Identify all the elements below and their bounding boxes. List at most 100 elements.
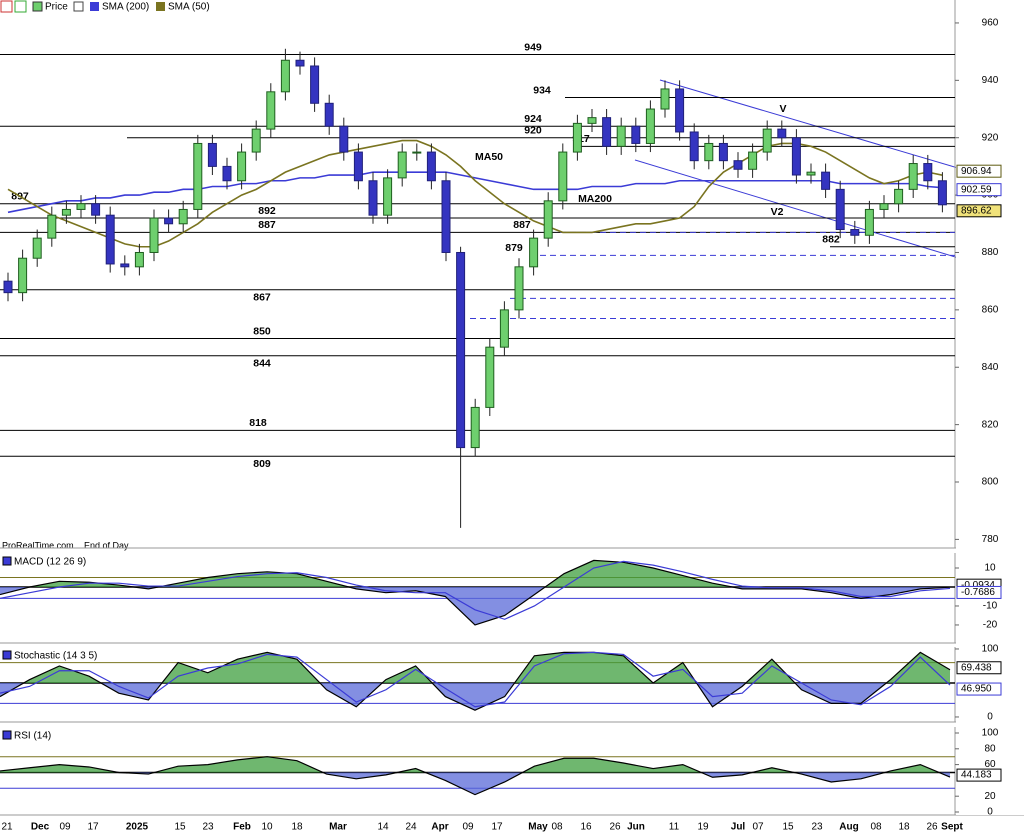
candle-body (397, 151, 407, 179)
candle-body (485, 346, 495, 408)
candle-body (864, 208, 874, 236)
candle-body (383, 177, 393, 216)
x-tick-label: 18 (898, 822, 910, 833)
annotation: V2 (771, 206, 784, 218)
tool-icon[interactable] (0, 0, 13, 13)
panel-title: MACD (12 26 9) (14, 557, 86, 568)
candle-body (178, 208, 188, 225)
candle-body (806, 171, 816, 176)
x-tick-label: 18 (291, 822, 303, 833)
end-label-box (956, 164, 1002, 178)
candle-body (835, 188, 845, 231)
y-tick-label: 920 (982, 132, 999, 143)
candle-body (470, 406, 480, 449)
candle-body (353, 151, 363, 182)
y-tick-label: 10 (984, 563, 996, 574)
x-tick-label: Mar (329, 822, 347, 833)
x-tick-label: Aug (839, 822, 858, 833)
y-tick-label: 0 (987, 712, 993, 723)
level-label: 887 (513, 219, 531, 231)
candle-body (821, 171, 831, 190)
candle-body (324, 102, 334, 127)
candle-body (894, 188, 904, 205)
channel-line (659, 79, 986, 177)
x-tick-label: 09 (462, 822, 474, 833)
candle-body (456, 251, 466, 449)
legend-label[interactable]: SMA (50) (168, 2, 210, 13)
candle-body (762, 128, 772, 153)
end-label: 896.62 (961, 205, 992, 216)
candle-body (105, 214, 115, 265)
axis-background (956, 0, 1024, 815)
end-label: -0.7686 (961, 587, 995, 598)
indicator-line (0, 559, 951, 626)
source-note: End of Day (84, 540, 129, 550)
candle-body (748, 151, 758, 170)
candle-body (660, 88, 670, 110)
y-tick-label: 60 (984, 759, 996, 770)
title-icon (2, 650, 12, 660)
candle-body (339, 125, 349, 153)
candle-body (412, 151, 422, 154)
level-label: 887 (258, 219, 276, 231)
end-label-box (956, 682, 1002, 696)
candle-body (441, 180, 451, 253)
candle-body (704, 142, 714, 162)
level-label: 892 (258, 205, 276, 217)
candle-body (149, 217, 159, 253)
level-label: 949 (524, 41, 542, 53)
x-tick-label: 14 (377, 822, 389, 833)
level-label: 882 (822, 234, 840, 246)
x-tick-label: 23 (811, 822, 823, 833)
level-label: 850 (253, 325, 271, 337)
legend-label[interactable]: Price (45, 2, 68, 13)
x-tick-label: 16 (580, 822, 592, 833)
x-tick-label: 08 (551, 822, 563, 833)
indicator-line (0, 651, 951, 711)
y-tick-label: 0 (987, 807, 993, 818)
legend-label[interactable]: SMA (200) (102, 2, 149, 13)
level-label: 924 (524, 113, 542, 125)
x-tick-label: Apr (431, 822, 448, 833)
candle-body (193, 142, 203, 210)
source-note: ProRealTime.com (2, 540, 74, 550)
candle-body (543, 200, 553, 239)
y-tick-label: 100 (982, 644, 999, 655)
candle-body (207, 142, 217, 167)
candle-body (266, 91, 276, 130)
x-tick-label: Feb (233, 822, 251, 833)
x-tick-label: 2025 (126, 822, 149, 833)
sma-line (7, 139, 943, 248)
legend-swatch (90, 2, 99, 11)
x-tick-label: Sept (941, 822, 963, 833)
candle-body (908, 163, 918, 190)
tool-icon[interactable] (73, 1, 84, 12)
tool-icon[interactable] (14, 0, 27, 13)
x-tick-label: 15 (174, 822, 186, 833)
level-label: 818 (249, 417, 267, 429)
x-tick-label: 23 (202, 822, 214, 833)
candle-body (937, 180, 947, 206)
y-tick-label: -10 (983, 601, 998, 612)
y-tick-label: 20 (984, 791, 996, 802)
candle-body (120, 263, 130, 268)
y-tick-label: 840 (982, 362, 999, 373)
end-label-box (956, 768, 1002, 782)
candle-body (587, 117, 597, 124)
candle-body (616, 125, 626, 147)
candle-body (237, 151, 247, 182)
candle-body (280, 59, 290, 93)
end-label: 69.438 (961, 662, 992, 673)
end-label: 44.183 (961, 770, 992, 781)
x-tick-label: 21 (1, 822, 13, 833)
x-tick-label: 17 (491, 822, 503, 833)
y-tick-label: 80 (984, 743, 996, 754)
x-tick-label: Jun (627, 822, 645, 833)
title-icon (2, 730, 12, 740)
x-tick-label: 26 (609, 822, 621, 833)
end-label-box (956, 661, 1002, 675)
candle-body (426, 151, 436, 182)
y-tick-label: 100 (982, 728, 999, 739)
